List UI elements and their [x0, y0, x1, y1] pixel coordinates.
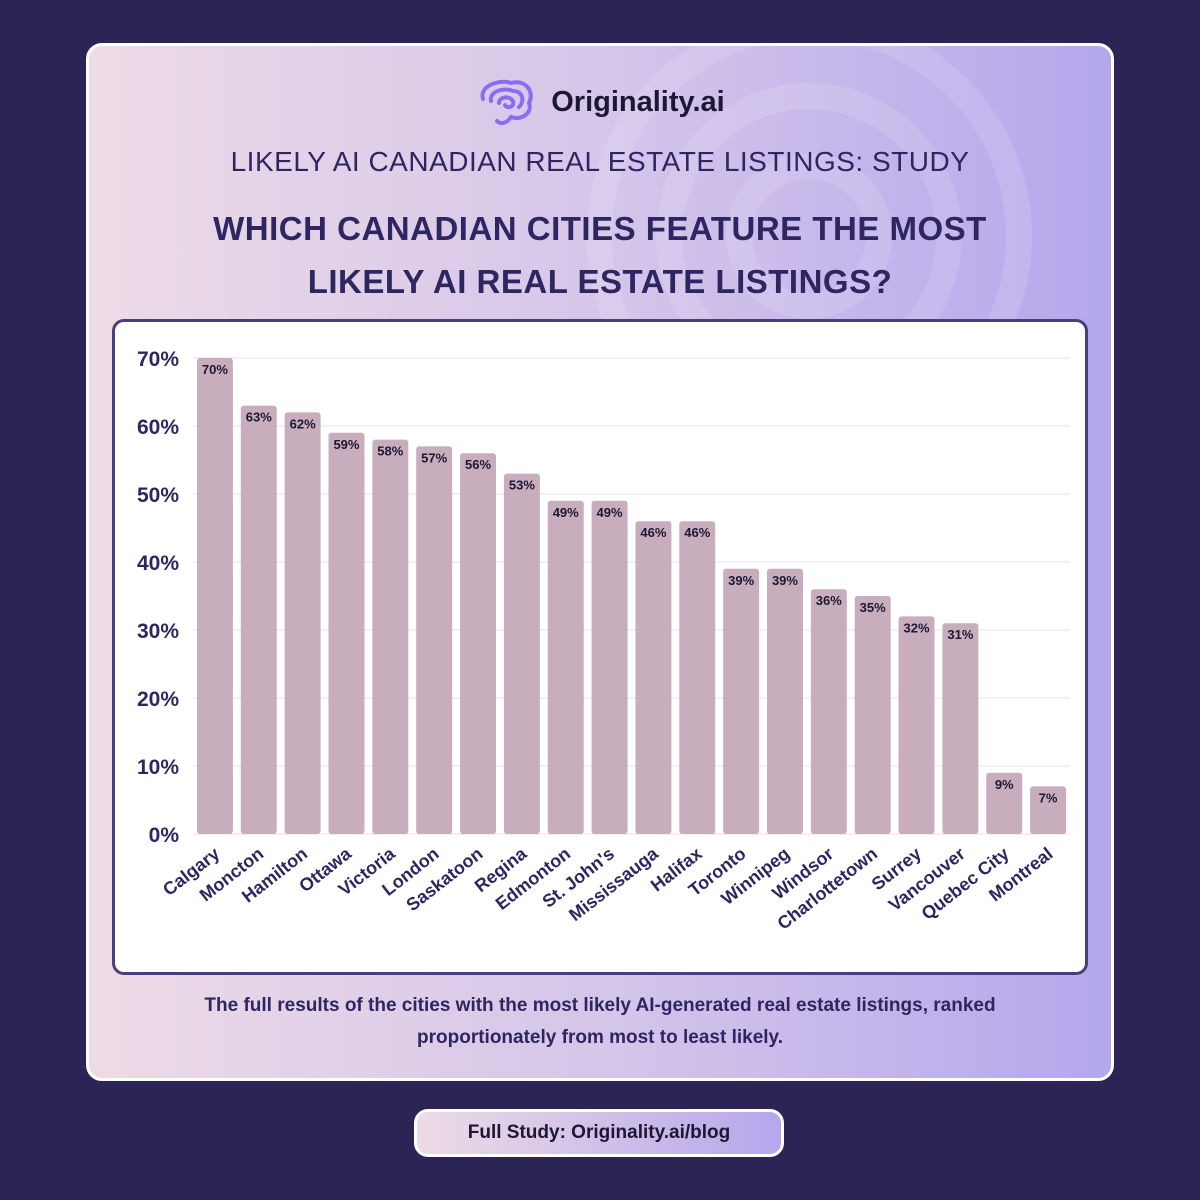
headline-line-2: LIKELY AI REAL ESTATE LISTINGS? [307, 263, 893, 300]
bar [1030, 786, 1067, 834]
data-label: 7% [1039, 790, 1058, 805]
data-label: 32% [904, 620, 930, 635]
infographic-card: Originality.ai LIKELY AI CANADIAN REAL E… [86, 43, 1114, 1081]
data-label: 49% [553, 505, 579, 520]
y-tick-label: 50% [137, 484, 179, 507]
bar [240, 405, 277, 834]
caption-line-2: proportionately from most to least likel… [417, 1027, 783, 1048]
bar [591, 500, 628, 834]
full-study-link[interactable]: Full Study: Originality.ai/blog [414, 1109, 784, 1157]
chart-headline: WHICH CANADIAN CITIES FEATURE THE MOST L… [149, 202, 1051, 308]
bar [503, 473, 540, 834]
study-subtitle: LIKELY AI CANADIAN REAL ESTATE LISTINGS:… [230, 146, 970, 177]
y-tick-label: 70% [137, 348, 179, 371]
bar [460, 453, 497, 834]
bar [986, 772, 1023, 834]
data-label: 63% [246, 410, 272, 425]
data-label: 31% [947, 627, 973, 642]
data-label: 62% [290, 416, 316, 431]
data-label: 46% [684, 525, 710, 540]
y-tick-label: 20% [137, 688, 179, 711]
data-label: 56% [465, 457, 491, 472]
bar [196, 358, 233, 834]
bar [679, 521, 716, 834]
data-label: 35% [860, 600, 886, 615]
bar-chart: 0%10%20%30%40%50%60%70% 70%Calgary63%Monc… [137, 348, 1070, 934]
chart-panel: 0% 10% 20% 30% 40% 50% 60% 70% 70% Calgary 63% Monc… [112, 319, 1088, 975]
chart-caption: The full results of the cities with the … [149, 990, 1051, 1054]
bar [854, 596, 891, 834]
bar [766, 568, 803, 834]
bar [942, 623, 979, 834]
y-tick-label: 0% [149, 824, 180, 847]
headline-line-1: WHICH CANADIAN CITIES FEATURE THE MOST [213, 210, 987, 247]
bar [635, 521, 672, 834]
data-label: 36% [816, 593, 842, 608]
y-tick-label: 60% [137, 416, 179, 439]
data-label: 53% [509, 478, 535, 493]
data-label: 9% [995, 777, 1014, 792]
bar [723, 568, 760, 834]
data-label: 39% [772, 573, 798, 588]
data-label: 49% [597, 505, 623, 520]
full-study-label: Full Study: Originality.ai/blog [467, 1122, 731, 1143]
data-label: 39% [728, 573, 754, 588]
bar [810, 589, 847, 834]
data-label: 59% [333, 437, 359, 452]
bar [898, 616, 935, 834]
bar [416, 446, 453, 834]
bar [547, 500, 584, 834]
bar [284, 412, 321, 834]
data-label: 58% [377, 444, 403, 459]
data-label: 70% [202, 362, 228, 377]
bar [328, 432, 365, 834]
y-tick-label: 10% [137, 756, 179, 779]
logo-row: Originality.ai [89, 76, 1111, 128]
data-label: 57% [421, 450, 447, 465]
bar [372, 439, 409, 834]
caption-line-1: The full results of the cities with the … [204, 995, 996, 1016]
y-tick-label: 40% [137, 552, 179, 575]
brain-icon [480, 79, 533, 126]
brand-name: Originality.ai [551, 85, 725, 118]
y-tick-label: 30% [137, 620, 179, 643]
data-label: 46% [640, 525, 666, 540]
